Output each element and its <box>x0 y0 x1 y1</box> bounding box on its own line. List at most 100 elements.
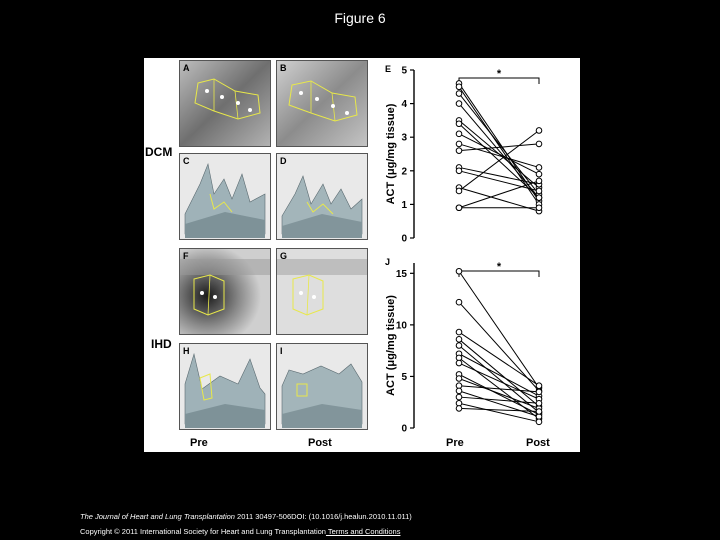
slide-title: Figure 6 <box>334 10 386 26</box>
pair-line-j <box>458 390 540 418</box>
panel-c-surface-plot: C <box>179 153 271 240</box>
panel-letter-a: A <box>183 63 190 73</box>
y-axis-label-j: ACT (μg/mg tissue) <box>385 295 397 396</box>
post-point-j <box>535 418 543 426</box>
post-point-j <box>535 399 543 407</box>
pre-point-j <box>455 405 463 412</box>
post-point-j <box>535 408 543 415</box>
pair-line-j <box>458 385 540 393</box>
citation-details: 2011 30497-506DOI: (10.1016/j.healun.201… <box>234 512 412 521</box>
pair-line-e <box>458 143 540 152</box>
pre-point-e <box>455 100 463 107</box>
pre-point-e <box>455 130 463 138</box>
panel-letter-j: J <box>385 257 390 267</box>
post-point-e <box>535 177 543 185</box>
journal-name: The Journal of Heart and Lung Transplant… <box>80 512 235 521</box>
pre-point-j <box>455 298 463 306</box>
panel-letter-f: F <box>183 251 189 261</box>
pair-line-j <box>458 373 540 416</box>
post-point-j <box>535 388 543 396</box>
act-charts: 0 1 2 3 4 5 ACT (μg/mg tissue) E * 0 5 10 15 ACT (μg/… <box>385 64 543 435</box>
panel-a-intensity-image: A <box>179 60 271 147</box>
y-tick-label-e: 5 <box>401 66 407 77</box>
row-label-ihd: IHD <box>151 337 172 351</box>
pair-line-j <box>458 396 540 404</box>
significance-marker-j: * <box>497 261 502 273</box>
pair-line-e <box>458 130 540 192</box>
y-tick-label-j: 5 <box>401 372 407 383</box>
pair-line-e <box>458 187 540 212</box>
x-label-pre: Pre <box>446 437 464 449</box>
pre-point-j <box>455 393 463 401</box>
post-point-e <box>535 164 543 171</box>
pre-point-j <box>455 267 463 275</box>
y-tick-label-e: 4 <box>401 99 407 110</box>
pair-line-j <box>458 353 540 397</box>
pre-point-e <box>455 187 463 195</box>
pair-line-j <box>458 357 540 420</box>
pre-point-e <box>455 167 463 175</box>
post-point-e <box>535 127 543 134</box>
pair-line-j <box>458 378 540 409</box>
pair-line-j <box>458 270 540 389</box>
row-label-dcm: DCM <box>145 145 173 159</box>
panel-letter-c: C <box>183 156 190 166</box>
panel-g-intensity-image: G <box>276 248 368 335</box>
pre-point-e <box>455 147 463 154</box>
x-label-pre-left: Pre <box>190 437 208 449</box>
pre-point-j <box>455 375 463 382</box>
panel-h-surface-plot: H <box>179 343 271 430</box>
pre-point-e <box>455 120 463 128</box>
post-point-e <box>535 187 543 195</box>
pre-point-j <box>455 387 463 395</box>
copyright: Copyright © 2011 International Society f… <box>80 527 400 536</box>
pre-point-e <box>455 83 463 91</box>
post-point-j <box>535 382 543 390</box>
pair-line-j <box>458 338 540 407</box>
pair-line-j <box>458 402 540 423</box>
y-tick-label-e: 0 <box>401 234 407 245</box>
pair-line-e <box>458 103 540 199</box>
pair-line-e <box>458 93 540 195</box>
pre-point-j <box>455 336 463 343</box>
pre-point-j <box>455 342 463 349</box>
pair-line-e <box>458 170 540 192</box>
significance-marker-e: * <box>497 68 502 80</box>
panel-letter-e: E <box>385 64 391 74</box>
pair-line-j <box>458 331 540 387</box>
post-point-e <box>535 170 543 178</box>
copyright-text: Copyright © 2011 International Society f… <box>80 527 326 536</box>
pair-line-e <box>458 166 540 185</box>
panel-b-intensity-image: B <box>276 60 368 147</box>
panel-f-intensity-image: F <box>179 248 271 335</box>
panel-letter-i: I <box>280 346 283 356</box>
pair-line-e <box>458 180 540 209</box>
citation: The Journal of Heart and Lung Transplant… <box>80 512 412 521</box>
post-point-e <box>535 194 543 201</box>
panel-letter-g: G <box>280 251 288 261</box>
pre-point-j <box>455 328 463 336</box>
y-tick-label-j: 0 <box>401 424 407 435</box>
y-tick-label-e: 2 <box>401 166 407 177</box>
post-point-e <box>535 204 543 212</box>
panel-d-surface-plot: D <box>276 153 368 240</box>
pair-line-j <box>458 407 540 412</box>
pre-point-e <box>455 204 463 212</box>
figure-6: DCM IHD A B C D <box>144 58 580 452</box>
pair-line-j <box>458 301 540 392</box>
pair-line-e <box>458 133 540 175</box>
x-label-post: Post <box>526 437 550 449</box>
y-axis-label-e: ACT (μg/mg tissue) <box>385 103 397 204</box>
pair-line-e <box>458 143 540 168</box>
pair-line-j <box>458 345 540 413</box>
pre-point-e <box>455 90 463 97</box>
terms-link[interactable]: Terms and Conditions <box>325 527 401 536</box>
y-tick-label-j: 10 <box>396 320 408 331</box>
pair-line-j <box>458 362 540 400</box>
panel-i-surface-plot: I <box>276 343 368 430</box>
pre-point-e <box>455 140 463 148</box>
panel-letter-b: B <box>280 63 287 73</box>
pre-point-j <box>455 359 463 367</box>
y-tick-label-e: 1 <box>401 200 407 211</box>
y-tick-label-e: 3 <box>401 133 407 144</box>
